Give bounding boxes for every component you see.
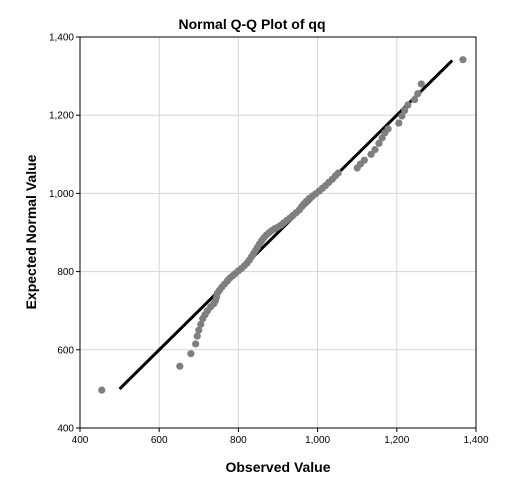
- data-point: [411, 95, 419, 104]
- data-point: [398, 112, 406, 120]
- data-point: [176, 362, 184, 370]
- data-point: [395, 119, 403, 127]
- plot-frame: [79, 36, 477, 429]
- chart-title: Normal Q-Q Plot of qq: [179, 16, 326, 32]
- y-tick-label: 1,000: [49, 189, 74, 200]
- data-point: [371, 146, 379, 154]
- axis-ticks: 400 600 800 1,000 1,200 1,400 400 600 800 1,000 1,…: [49, 33, 489, 447]
- data-point: [367, 150, 375, 158]
- data-point: [404, 101, 412, 109]
- data-points: [98, 56, 467, 394]
- data-point: [414, 90, 422, 98]
- data-point: [401, 106, 409, 115]
- data-point: [98, 386, 106, 394]
- data-point: [360, 156, 368, 164]
- data-point: [417, 80, 425, 88]
- data-point: [195, 326, 203, 334]
- y-tick-label: 400: [57, 424, 74, 435]
- data-point: [197, 320, 205, 328]
- y-axis-title: Expected Normal Value: [23, 154, 39, 309]
- x-axis-title: Observed Value: [225, 459, 330, 475]
- data-point: [192, 340, 200, 348]
- y-tick-label: 1,400: [49, 33, 74, 44]
- data-point: [384, 125, 392, 133]
- y-tick-label: 1,200: [49, 111, 74, 122]
- x-tick-label: 1,400: [463, 435, 488, 446]
- data-point: [459, 56, 467, 64]
- data-point: [193, 332, 201, 340]
- x-tick-label: 1,200: [384, 435, 409, 446]
- data-point: [375, 139, 383, 147]
- data-point: [334, 169, 342, 177]
- y-tick-label: 600: [57, 345, 74, 356]
- x-tick-label: 600: [151, 435, 168, 446]
- x-tick-label: 400: [72, 435, 89, 446]
- y-tick-label: 800: [57, 267, 74, 278]
- gridlines: [80, 37, 476, 428]
- x-tick-label: 800: [230, 435, 247, 446]
- x-tick-label: 1,000: [305, 435, 330, 446]
- data-point: [187, 350, 195, 358]
